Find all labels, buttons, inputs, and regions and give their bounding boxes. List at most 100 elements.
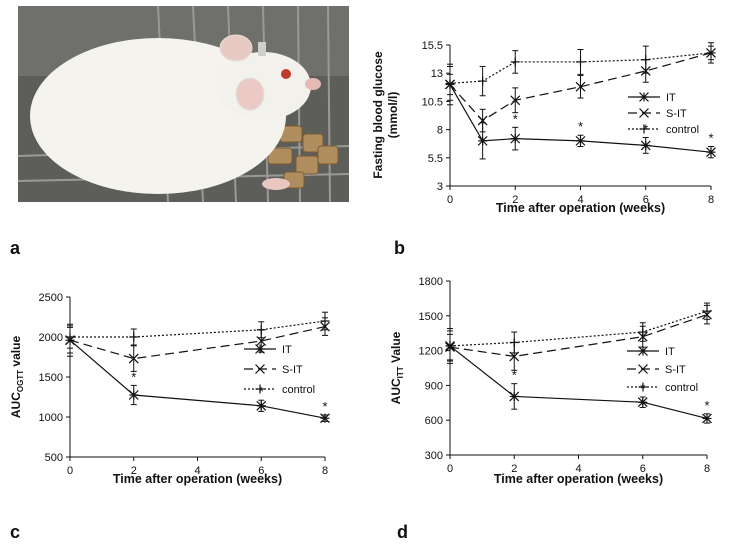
data-point-it-d2 (706, 147, 716, 158)
data-point-it (706, 147, 716, 158)
data-point-it-d2 (640, 140, 651, 151)
y-tick-label-d: 1500 (419, 311, 443, 323)
data-point-control (641, 55, 651, 65)
data-point-it (575, 135, 586, 146)
data-point-control (702, 306, 712, 316)
legend-entry-s-it: S-IT (627, 364, 686, 376)
significance-star: * (704, 398, 709, 413)
x-tick-label-b: 8 (708, 194, 714, 206)
data-point-it (510, 133, 521, 144)
legend-marker (638, 346, 648, 356)
significance-star: * (322, 399, 327, 414)
data-point-s-it-d2 (128, 353, 139, 364)
significance-star: * (708, 131, 713, 146)
series-line-it (449, 345, 708, 420)
series-line-it (69, 339, 326, 419)
legend-entry-it: IT (628, 92, 676, 104)
data-point-control (638, 327, 648, 337)
data-point-it (637, 397, 648, 408)
series-line-s-it (449, 52, 712, 122)
rat-photo (18, 6, 349, 202)
significance-star: * (512, 368, 517, 383)
y-axis-label-subscript: OGTT (16, 370, 25, 392)
legend-label: IT (282, 344, 292, 356)
x-tick-label-d: 4 (575, 463, 581, 475)
y-axis-label-b: Fasting blood glucose (371, 51, 385, 179)
legend-marker-d2 (639, 92, 649, 102)
legend-marker (255, 364, 265, 374)
series-line-control (449, 310, 708, 347)
y-tick-label-b: 15.5 (422, 40, 443, 52)
chart-d: 300 600 900 1200 1500 1800 0 2 4 6 8 Time after ope… (389, 276, 712, 486)
legend-marker-d2 (638, 364, 648, 374)
y-tick-label-c: 1500 (39, 372, 63, 384)
panel-letter-b: b (394, 238, 405, 258)
x-tick-label-d: 0 (447, 463, 453, 475)
legend-label: IT (665, 346, 675, 358)
y-axis-label-tail: value (9, 336, 23, 370)
y-tick-label-d: 900 (425, 380, 443, 392)
legend-label: control (665, 382, 698, 394)
data-point-s-it-d2 (575, 81, 586, 92)
legend-marker (255, 384, 265, 394)
data-point-it-d2 (510, 133, 521, 144)
rat-body (30, 34, 321, 194)
x-tick-label-d: 2 (511, 463, 517, 475)
panel-letter-c: c (10, 522, 21, 542)
data-point-it-d2 (256, 400, 267, 411)
significance-star: * (513, 111, 518, 126)
data-point-it-d2 (509, 391, 520, 402)
chart-b: 3 5.5 8 10.5 13 15.5 0 2 4 6 8 Time after operation… (371, 40, 716, 215)
data-point-control (129, 332, 139, 342)
series-line-control (449, 52, 712, 84)
data-point-it (477, 135, 488, 146)
rat-photo-illustration (18, 6, 349, 202)
legend-label: S-IT (282, 364, 303, 376)
data-point-control (256, 325, 266, 335)
series-line-s-it (69, 326, 326, 360)
data-point-s-it (575, 81, 586, 92)
y-tick-label-b: 8 (437, 125, 443, 137)
legend-label: control (282, 384, 315, 396)
data-point-control (320, 316, 330, 326)
x-tick-label-b: 6 (643, 194, 649, 206)
panel-letter-a: a (10, 238, 21, 258)
y-tick-label-d: 300 (425, 450, 443, 462)
data-point-control (445, 341, 455, 351)
y-axis-label-b: (mmol/l) (386, 92, 400, 139)
data-point-s-it (128, 353, 139, 364)
data-point-it (702, 413, 712, 424)
legend-marker (639, 124, 649, 134)
data-point-control (706, 48, 716, 58)
legend-marker-d2 (255, 364, 265, 374)
series-control-c (65, 311, 330, 349)
y-tick-label-d: 600 (425, 415, 443, 427)
legend-entry-control: control (628, 124, 699, 136)
series-line-s-it (449, 314, 708, 358)
x-tick-label-c: 6 (258, 465, 264, 477)
significance-star: * (259, 384, 264, 399)
y-axis-label-main: AUC (389, 378, 403, 404)
data-point-it (509, 391, 520, 402)
y-tick-label-b: 5.5 (428, 153, 443, 165)
cannula (258, 42, 266, 56)
data-point-control (478, 76, 488, 86)
x-axis-label-d: Time after operation (weeks) (494, 472, 663, 486)
legend-entry-control: control (627, 382, 698, 394)
legend-entry-s-it: S-IT (244, 364, 303, 376)
legend-marker (638, 382, 648, 392)
y-axis-label-main: AUC (9, 392, 23, 418)
y-tick-label-c: 2500 (39, 292, 63, 304)
legend-marker (639, 108, 649, 118)
data-point-it-d2 (128, 390, 139, 400)
legend-label: S-IT (666, 108, 687, 120)
legend-entry-s-it: S-IT (628, 108, 687, 120)
y-axis-label-d: AUCITT Value (389, 331, 405, 404)
legend-label: control (666, 124, 699, 136)
y-axis-label-tail: Value (389, 331, 403, 366)
x-tick-label-c: 0 (67, 465, 73, 477)
data-point-control (445, 78, 455, 88)
x-tick-label-c: 4 (194, 465, 200, 477)
data-point-s-it-d2 (477, 115, 488, 126)
